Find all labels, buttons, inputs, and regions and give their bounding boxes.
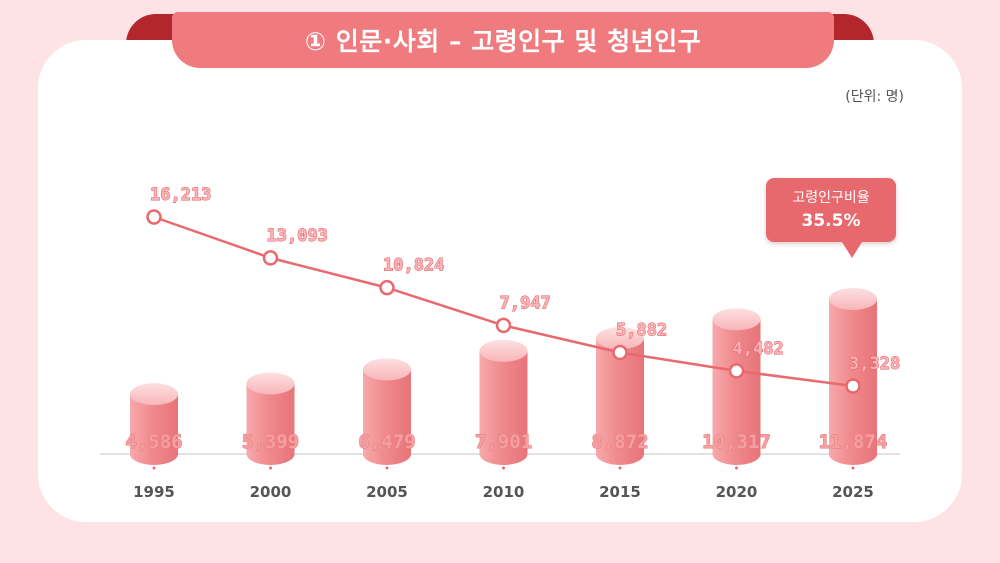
bar-1995 (130, 383, 178, 470)
bar-cap (363, 358, 411, 381)
line-point (379, 279, 395, 296)
title-banner: ① 인문·사회 – 고령인구 및 청년인구 (172, 12, 834, 68)
x-tick-label: 2010 (483, 483, 525, 501)
line-point (262, 250, 279, 266)
callout-value: 35.5% (801, 211, 861, 231)
bar-body (363, 369, 411, 465)
x-tick-label: 2000 (250, 483, 292, 501)
line-value-label: 3,328 (849, 354, 900, 374)
tick-dot (618, 466, 622, 470)
chart-title: ① 인문·사회 – 고령인구 및 청년인구 (304, 27, 702, 56)
line-point (728, 363, 745, 379)
line-value-label: 10,824 (383, 256, 444, 276)
x-tick-label: 2025 (832, 483, 874, 501)
bar-body (479, 350, 528, 465)
line-value-label: 5,882 (616, 321, 667, 341)
bar-2015 (596, 327, 644, 470)
x-tick-label: 2005 (366, 483, 408, 501)
bar-body (130, 394, 178, 465)
bar-body (246, 383, 295, 465)
line-value-label: 7,947 (500, 293, 551, 313)
bar-2010 (479, 339, 528, 470)
bar-value-label: 5,399 (242, 431, 299, 453)
bar-2020 (712, 308, 761, 470)
tick-dot (269, 466, 272, 470)
bar-cap (829, 288, 877, 310)
tick-dot (385, 466, 389, 470)
bar-value-label: 6,479 (358, 431, 415, 453)
bar-body (712, 319, 761, 465)
unit-label: (단위: 명) (845, 89, 904, 105)
bar-2005 (363, 358, 411, 470)
bar-cap (479, 339, 528, 362)
tick-dot (152, 466, 156, 470)
line-value-label: 4,482 (733, 339, 784, 359)
line-point (845, 378, 861, 394)
line-point (495, 317, 512, 334)
tick-dot (502, 466, 505, 470)
bar-2000 (246, 372, 295, 470)
bar-value-label: 10,317 (702, 431, 771, 453)
bar-cap (130, 383, 178, 406)
bar-body (596, 338, 644, 465)
bar-cap (246, 372, 295, 395)
line-point (146, 209, 162, 225)
bar-cap (712, 308, 761, 331)
bar-value-label: 4,586 (125, 431, 182, 453)
line-point (612, 344, 628, 361)
bar-value-label: 11,874 (819, 431, 888, 453)
x-tick-label: 2020 (716, 483, 758, 501)
callout-title: 고령인구비율 (792, 190, 870, 206)
line-value-label: 16,213 (150, 185, 211, 205)
bar-value-label: 7,901 (475, 431, 532, 453)
tick-dot (851, 466, 855, 470)
tick-dot (735, 466, 738, 470)
bar-cap (596, 327, 644, 350)
x-tick-label: 1995 (133, 483, 175, 501)
elderly-ratio-callout: 고령인구비율 35.5% (766, 178, 896, 258)
bar-value-label: 8,872 (591, 431, 648, 453)
x-tick-label: 2015 (599, 483, 641, 501)
line-value-label: 13,093 (267, 226, 328, 246)
